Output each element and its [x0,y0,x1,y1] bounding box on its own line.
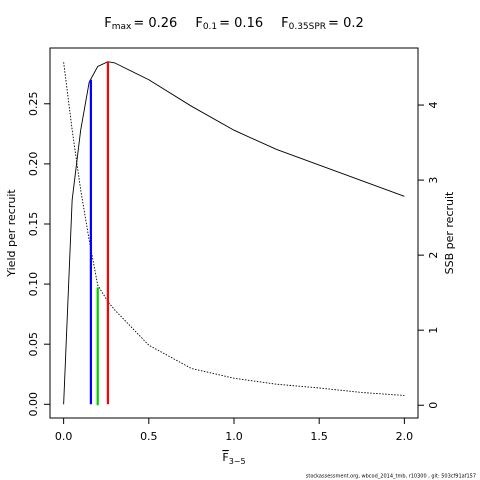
x-axis-label: F3−5 [222,451,245,466]
x-tick-label: 0.0 [55,430,73,443]
plot-box [49,47,419,419]
x-label-sub: 3−5 [229,457,246,466]
footer: stockassessment.org, wbcod_2014_tmb, r10… [306,474,476,480]
series-line [63,62,405,396]
x-tick-label: 1.0 [225,430,243,443]
title-value: = 0.2 [328,16,364,31]
title-symbol: F [195,16,202,31]
series-line [63,61,405,405]
y-tick-label: 0.05 [27,332,40,357]
title-symbol: F [104,16,111,31]
y-tick-label: 0.10 [27,272,40,297]
chart-title: Fmax = 0.26 F0.1 = 0.16 F0.35SPR = 0.2 [104,16,364,32]
y-axis-label: Yield per recruit [5,189,18,278]
title-value: = 0.26 [133,16,177,31]
y2-tick-label: 2 [427,252,440,259]
y2-tick-label: 0 [427,402,440,409]
title-sub: 0.1 [203,22,217,32]
y2-tick-label: 4 [427,102,440,109]
x-tick-label: 2.0 [396,430,414,443]
title-value: = 0.16 [219,16,263,31]
y-tick-label: 0.00 [27,392,40,417]
title-sub: max [112,22,132,32]
title-sub: 0.35SPR [289,22,326,32]
x-label-symbol: F [222,451,228,464]
x-tick-label: 0.5 [140,430,158,443]
y-tick-label: 0.20 [27,152,40,177]
title-symbol: F [281,16,288,31]
y2-tick-label: 3 [427,177,440,184]
y-tick-label: 0.15 [27,212,40,237]
x-tick-label: 1.5 [310,430,328,443]
y2-axis-label: SSB per recruit [443,191,456,274]
y2-tick-label: 1 [427,327,440,334]
y-tick-label: 0.25 [27,92,40,117]
